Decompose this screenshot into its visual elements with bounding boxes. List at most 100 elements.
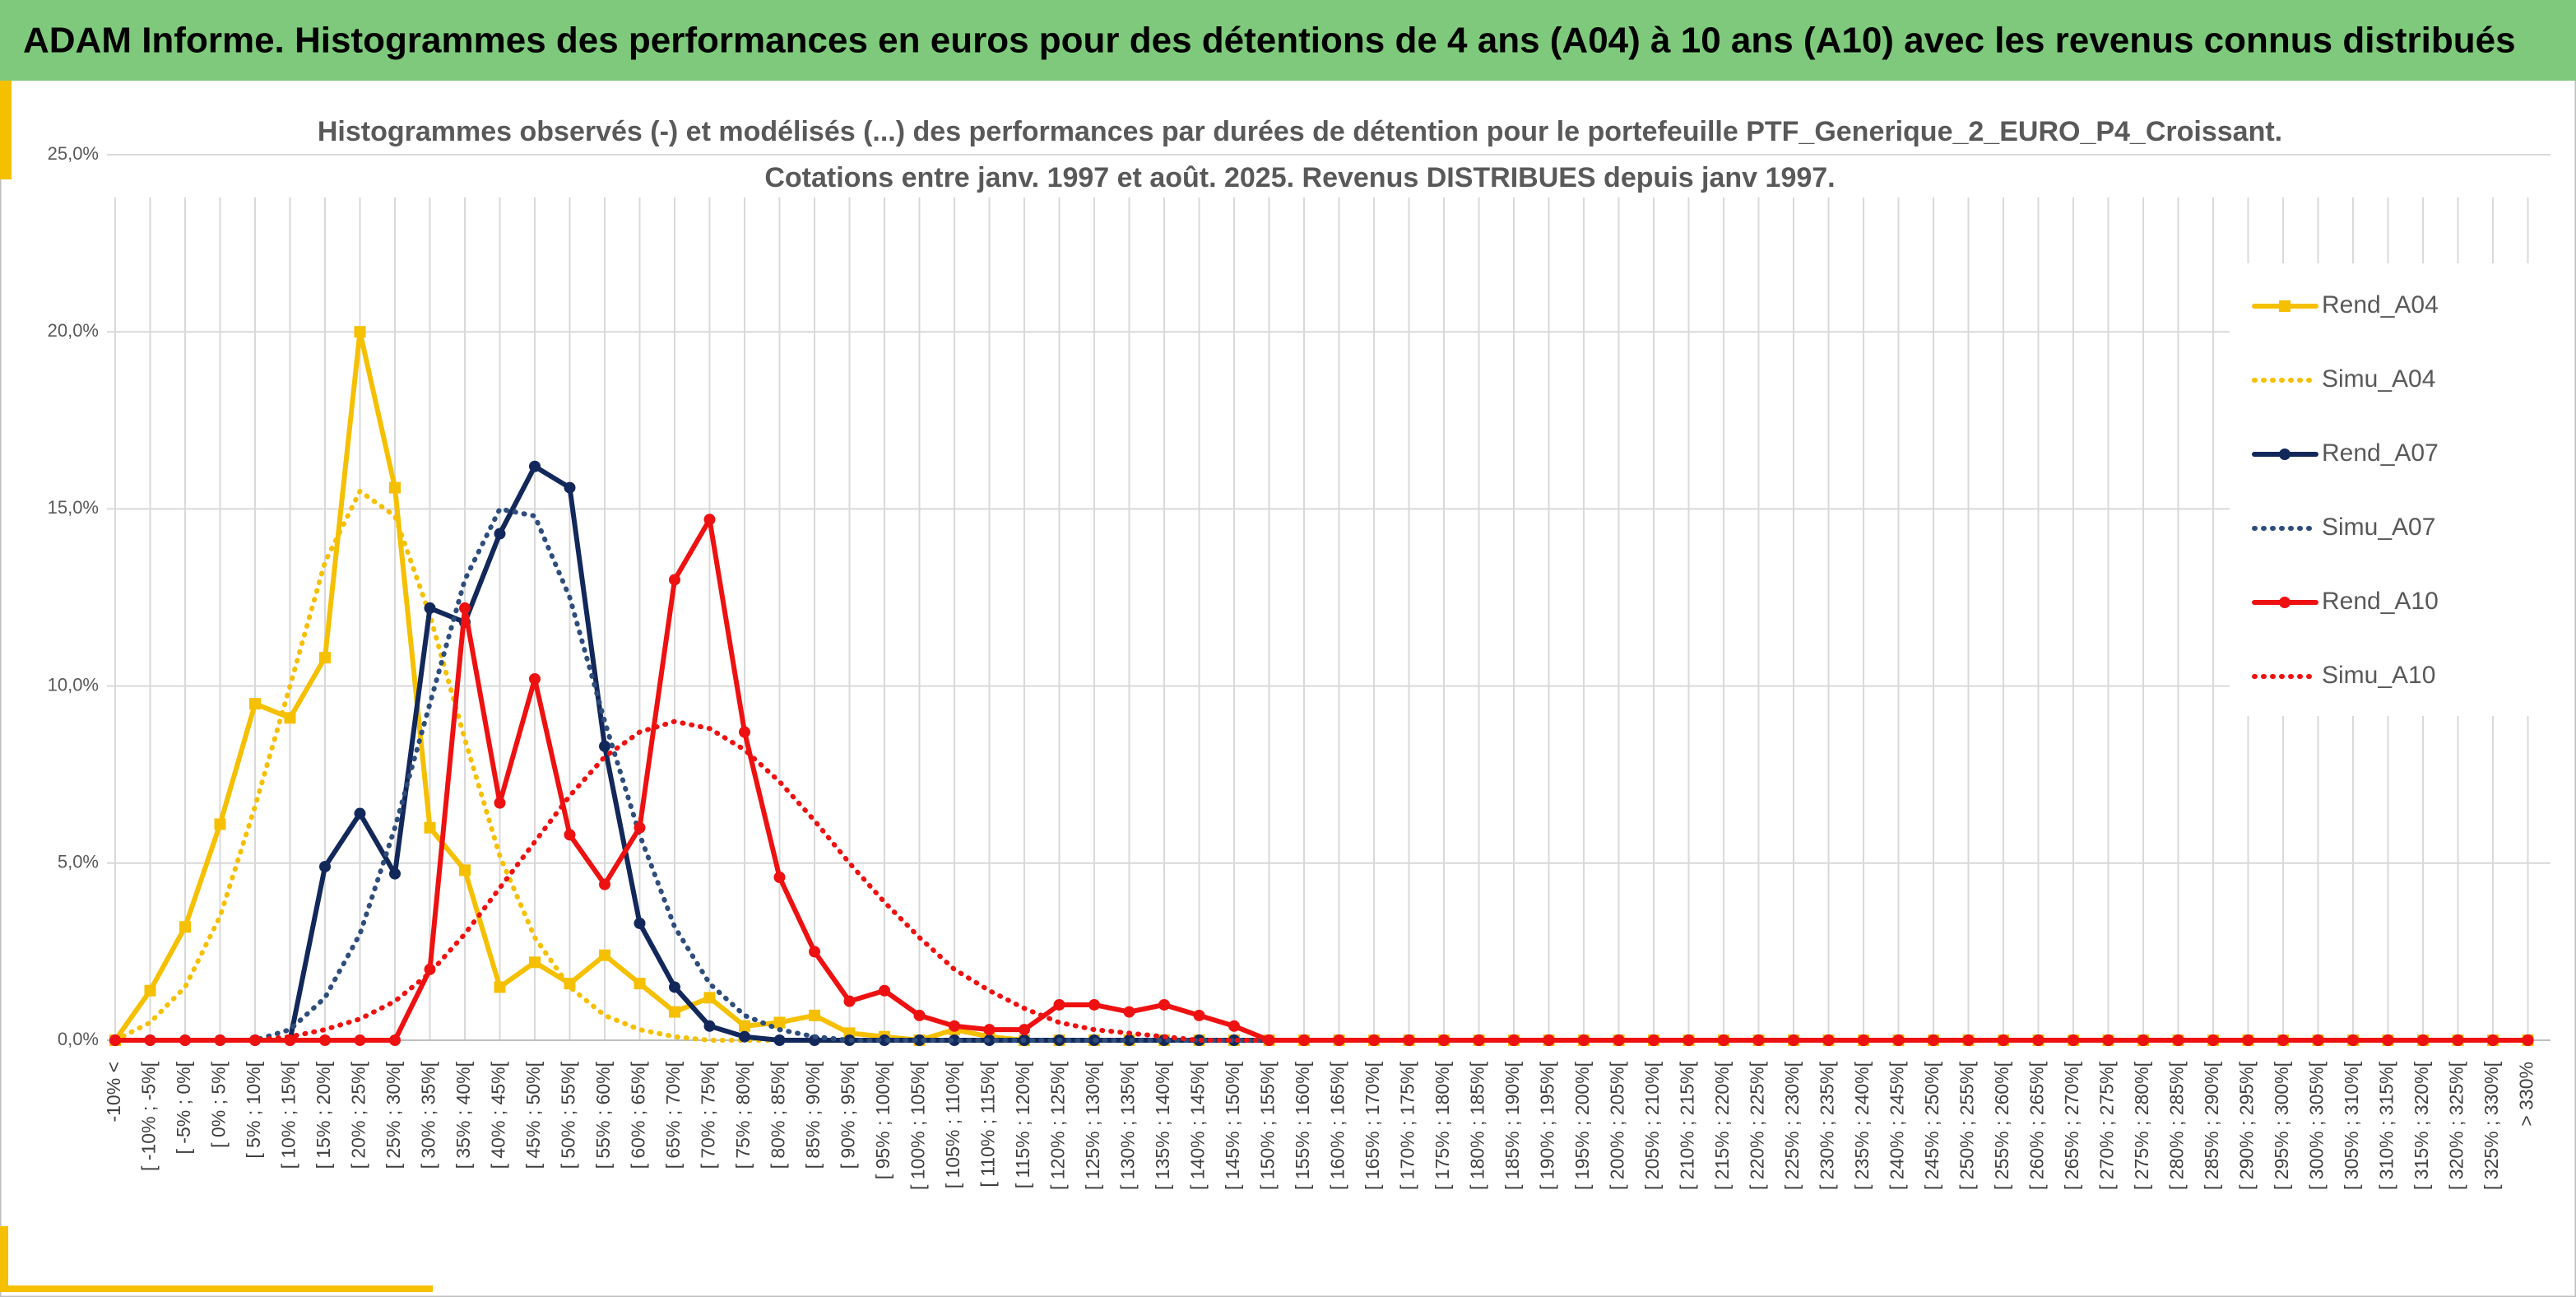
- legend-label: Rend_A04: [2322, 291, 2439, 318]
- marker: [249, 1034, 261, 1046]
- marker: [983, 1024, 996, 1036]
- x-tick-label: [ 65% ; 70%[: [662, 1061, 684, 1169]
- x-tick-label: [ 280% ; 285%[: [2166, 1061, 2188, 1190]
- marker: [1473, 1034, 1485, 1046]
- marker: [879, 1034, 890, 1046]
- marker: [669, 574, 680, 586]
- marker: [1263, 1034, 1275, 1046]
- corner-deco: [0, 81, 12, 179]
- x-tick-label: [ 250% ; 255%[: [1956, 1061, 1978, 1190]
- marker: [599, 740, 610, 752]
- legend-marker: [2279, 449, 2291, 460]
- x-tick-label: [ 85% ; 90%[: [802, 1061, 824, 1169]
- x-tick-label: [ 195% ; 200%[: [1571, 1061, 1593, 1190]
- x-tick-label: [ 30% ; 35%[: [418, 1061, 439, 1169]
- marker: [2277, 1034, 2289, 1046]
- x-tick-label: [ 55% ; 60%[: [592, 1061, 614, 1169]
- x-tick-label: [ 310% ; 315%[: [2376, 1061, 2397, 1190]
- x-tick-label: [ 40% ; 45%[: [488, 1061, 509, 1169]
- x-tick-label: [ 155% ; 160%[: [1292, 1061, 1313, 1190]
- marker: [1193, 1009, 1205, 1021]
- x-tick-label: [ -5% ; 0%[: [173, 1061, 194, 1154]
- x-tick-label: [ 305% ; 310%[: [2341, 1061, 2362, 1190]
- x-tick-label: [ 45% ; 50%[: [522, 1061, 544, 1169]
- x-tick-label: [ 275% ; 280%[: [2131, 1061, 2152, 1190]
- marker: [319, 652, 331, 664]
- marker: [879, 984, 890, 997]
- marker: [739, 726, 750, 738]
- series-line: [113, 718, 2531, 1043]
- x-tick-label: [ 175% ; 180%[: [1432, 1061, 1453, 1190]
- marker: [214, 1034, 226, 1046]
- x-tick-label: [ 125% ; 130%[: [1082, 1061, 1103, 1190]
- x-tick-label: [ 320% ; 325%[: [2446, 1061, 2467, 1190]
- y-tick-label: 15,0%: [48, 497, 99, 518]
- x-tick-label: [ 80% ; 85%[: [768, 1061, 789, 1169]
- corner-deco: [0, 1226, 8, 1292]
- x-tick-label: [ 220% ; 225%[: [1747, 1061, 1768, 1190]
- marker: [354, 1034, 366, 1046]
- x-tick-label: [ 20% ; 25%[: [348, 1061, 369, 1169]
- legend-label: Simu_A10: [2322, 662, 2435, 689]
- marker: [529, 460, 541, 472]
- marker: [319, 1034, 331, 1046]
- legend-box: [2230, 263, 2550, 716]
- x-tick-label: [ 225% ; 230%[: [1781, 1061, 1803, 1190]
- x-tick-label: [ 290% ; 295%[: [2236, 1061, 2258, 1190]
- x-tick-label: > 330%: [2516, 1062, 2537, 1127]
- x-tick-label: [ 110% ; 115%[: [977, 1061, 999, 1187]
- marker: [459, 864, 471, 876]
- marker: [214, 818, 226, 830]
- marker: [703, 514, 716, 526]
- y-tick-label: 25,0%: [48, 143, 99, 164]
- x-tick-label: [ 235% ; 240%[: [1851, 1061, 1873, 1190]
- x-tick-label: [ 285% ; 290%[: [2201, 1061, 2222, 1190]
- x-tick-label: [ 70% ; 75%[: [698, 1061, 719, 1169]
- marker: [949, 1034, 960, 1046]
- x-tick-label: [ 215% ; 220%[: [1711, 1061, 1733, 1190]
- x-tick-label: [ 0% ; 5%[: [208, 1061, 230, 1147]
- x-tick-label: [ 185% ; 190%[: [1502, 1061, 1523, 1190]
- marker: [1123, 1006, 1135, 1018]
- marker: [773, 1034, 786, 1046]
- marker: [809, 1009, 820, 1021]
- x-tick-label: [ 25% ; 30%[: [383, 1061, 404, 1169]
- marker: [424, 821, 436, 834]
- marker: [669, 1006, 680, 1018]
- x-tick-label: [ 150% ; 155%[: [1257, 1061, 1279, 1190]
- marker: [424, 602, 436, 614]
- marker: [703, 1020, 716, 1032]
- x-tick-label: [ 130% ; 135%[: [1117, 1061, 1139, 1190]
- legend-label: Simu_A04: [2322, 365, 2435, 393]
- marker: [494, 797, 506, 809]
- marker: [913, 1009, 926, 1021]
- marker: [494, 528, 506, 540]
- x-tick-label: [ 325% ; 330%[: [2481, 1061, 2502, 1190]
- x-tick-label: -10% <: [103, 1062, 124, 1123]
- header-bar: [0, 0, 2576, 81]
- marker: [1019, 1024, 1030, 1036]
- x-tick-label: [ 295% ; 300%[: [2271, 1061, 2292, 1190]
- marker: [284, 712, 296, 724]
- marker: [389, 867, 401, 880]
- legend-marker: [2279, 597, 2291, 608]
- x-tick-label: [ 260% ; 265%[: [2026, 1061, 2048, 1190]
- marker: [634, 821, 646, 834]
- y-tick-label: 5,0%: [58, 852, 99, 872]
- marker: [703, 992, 716, 1004]
- x-tick-label: [ 105% ; 110%[: [942, 1061, 963, 1188]
- marker: [529, 672, 541, 685]
- marker: [529, 956, 541, 969]
- x-tick-label: [ 50% ; 55%[: [558, 1061, 579, 1169]
- x-tick-label: [ 300% ; 305%[: [2306, 1061, 2328, 1190]
- marker: [1752, 1034, 1765, 1046]
- marker: [1998, 1034, 2009, 1046]
- y-tick-label: 10,0%: [48, 674, 99, 695]
- x-tick-label: [ 90% ; 95%[: [838, 1061, 859, 1169]
- x-tick-label: [ 190% ; 195%[: [1537, 1061, 1558, 1190]
- x-tick-label: [ 140% ; 145%[: [1187, 1061, 1209, 1190]
- legend-label: Simu_A07: [2322, 514, 2435, 541]
- legend-marker: [2279, 300, 2291, 312]
- marker: [669, 981, 680, 993]
